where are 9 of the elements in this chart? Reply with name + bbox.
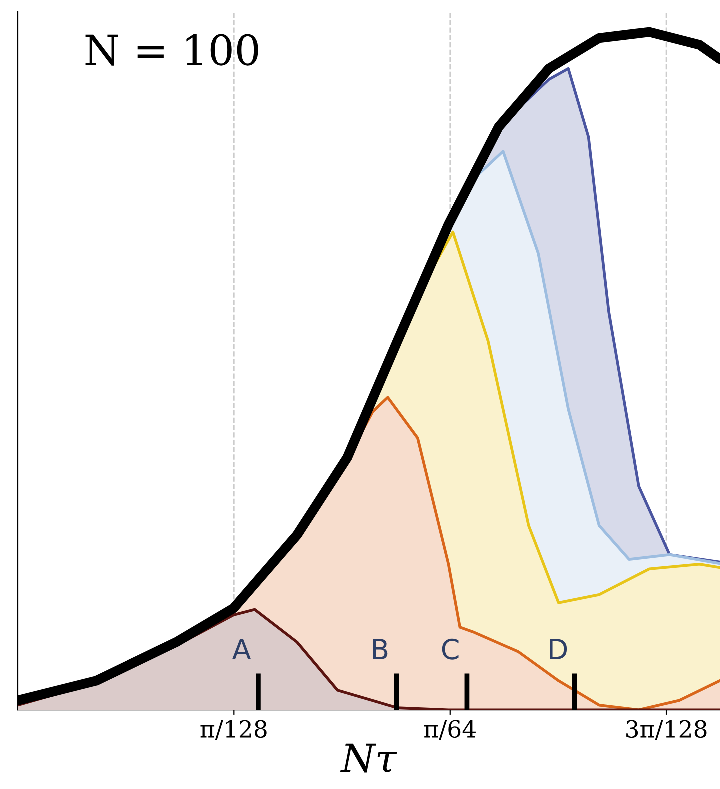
annotation: A xyxy=(232,639,252,660)
x-axis-title: Nτ xyxy=(340,744,398,773)
x-tick-label: π/128 xyxy=(200,720,267,740)
x-tick-label: π/64 xyxy=(424,720,476,740)
chart-title: N = 100 xyxy=(86,34,258,66)
annotation: D xyxy=(550,639,568,660)
annotation: C xyxy=(442,638,459,660)
annotation: B xyxy=(373,639,388,660)
x-tick-label: 3π/128 xyxy=(626,720,707,740)
